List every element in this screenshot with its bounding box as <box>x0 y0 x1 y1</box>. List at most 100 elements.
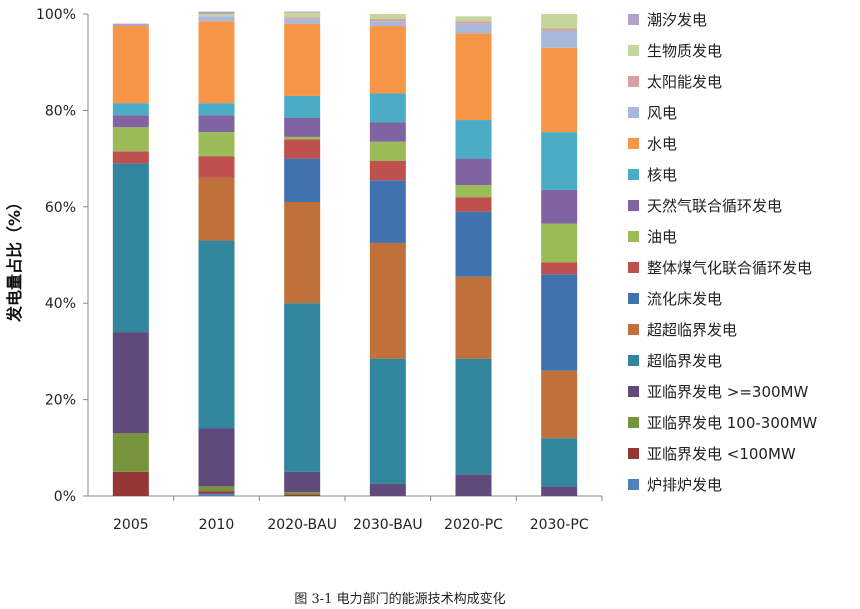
y-tick-label: 80% <box>45 103 76 119</box>
legend-item: 亚临界发电 100-300MW <box>628 407 860 438</box>
bar-segment <box>198 16 235 22</box>
legend-item: 超临界发电 <box>628 345 860 376</box>
legend-swatch <box>628 76 639 87</box>
legend-item: 核电 <box>628 159 860 190</box>
bar-segment <box>455 158 492 186</box>
bar-segment <box>284 117 321 137</box>
legend-swatch <box>628 417 639 428</box>
bar-segment <box>284 492 321 495</box>
bar-segment <box>112 332 149 434</box>
x-tick-label: 2020-PC <box>444 517 503 533</box>
legend-item: 炉排炉发电 <box>628 469 860 500</box>
bar-segment <box>541 262 578 275</box>
legend-label: 水电 <box>647 135 678 153</box>
bar-segment <box>284 11 321 13</box>
legend-label: 潮汐发电 <box>647 11 708 29</box>
y-tick-label: 0% <box>54 489 76 505</box>
bar-segment <box>541 14 578 29</box>
legend-swatch <box>628 479 639 490</box>
bar-segment <box>284 471 321 493</box>
bar-segment <box>284 303 321 472</box>
bar-segment <box>284 139 321 159</box>
legend-item: 整体煤气化联合循环发电 <box>628 252 860 283</box>
legend-swatch <box>628 324 639 335</box>
legend-swatch <box>628 448 639 459</box>
bar-segment <box>198 177 235 241</box>
bar-segment <box>455 33 492 121</box>
bar-segment <box>198 21 235 104</box>
bar-segment <box>198 486 235 492</box>
bar-segment <box>284 158 321 202</box>
bar-segment <box>455 21 492 24</box>
x-tick-label: 2010 <box>199 517 235 533</box>
bar-segment <box>541 189 578 224</box>
legend-swatch <box>628 169 639 180</box>
bar-segment <box>284 12 321 18</box>
bar-segment <box>541 132 578 190</box>
bar-segment <box>455 197 492 212</box>
bar-segment <box>112 23 149 27</box>
bar-segment <box>198 103 235 116</box>
legend-swatch <box>628 355 639 366</box>
bar-segment <box>455 474 492 496</box>
legend-swatch <box>628 45 639 56</box>
bar-segment <box>284 201 321 304</box>
legend-label: 超超临界发电 <box>647 321 738 339</box>
legend-item: 太阳能发电 <box>628 66 860 97</box>
bar-segment <box>198 14 235 17</box>
bar-segment <box>198 428 235 487</box>
legend-swatch <box>628 14 639 25</box>
bar-segment <box>369 93 406 123</box>
bar-segment <box>369 18 406 22</box>
bar-segment <box>541 370 578 439</box>
bar-segment <box>541 223 578 263</box>
bar-segment <box>455 185 492 198</box>
bar-segment <box>369 14 406 19</box>
bar-segment <box>112 433 149 472</box>
bar-segment <box>112 163 149 333</box>
bar-segment <box>112 471 149 496</box>
bar-segment <box>112 115 149 128</box>
bar-segment <box>455 276 492 359</box>
y-tick-label: 100% <box>36 7 76 23</box>
legend-label: 流化床发电 <box>647 290 723 308</box>
legend-label: 生物质发电 <box>647 42 723 60</box>
legend-item: 水电 <box>628 128 860 159</box>
legend-label: 亚临界发电 100-300MW <box>647 414 818 432</box>
legend-label: 油电 <box>647 228 678 246</box>
bar-segment <box>455 23 492 34</box>
bar-segment <box>369 141 406 162</box>
legend-swatch <box>628 200 639 211</box>
bar-segment <box>198 11 235 14</box>
legend-item: 亚临界发电 <100MW <box>628 438 860 469</box>
bar-segment <box>198 493 235 496</box>
y-tick-label: 60% <box>45 200 76 216</box>
bar-segment <box>112 151 149 164</box>
legend-swatch <box>628 386 639 397</box>
bar-segment <box>284 136 321 140</box>
legend-label: 太阳能发电 <box>647 73 723 91</box>
x-tick-label: 2005 <box>113 517 149 533</box>
bar-segment <box>369 180 406 243</box>
bar-segment <box>541 47 578 133</box>
x-tick-label: 2030-PC <box>530 517 589 533</box>
bar-segment <box>198 132 235 157</box>
bar-segment <box>455 120 492 159</box>
bar-segment <box>455 358 492 475</box>
bar-segment <box>198 491 235 494</box>
legend-label: 亚临界发电 <100MW <box>647 445 796 463</box>
legend-swatch <box>628 293 639 304</box>
bar-segment <box>198 115 235 133</box>
bar-segment <box>541 438 578 487</box>
legend-label: 风电 <box>647 104 678 122</box>
x-tick-label: 2030-BAU <box>353 517 423 533</box>
legend-label: 整体煤气化联合循环发电 <box>647 259 813 277</box>
legend-item: 流化床发电 <box>628 283 860 314</box>
legend-item: 潮汐发电 <box>628 4 860 35</box>
bar-segment <box>284 18 321 24</box>
bar-segment <box>541 30 578 48</box>
legend-swatch <box>628 107 639 118</box>
bar-segment <box>455 16 492 22</box>
bar-segment <box>198 156 235 178</box>
